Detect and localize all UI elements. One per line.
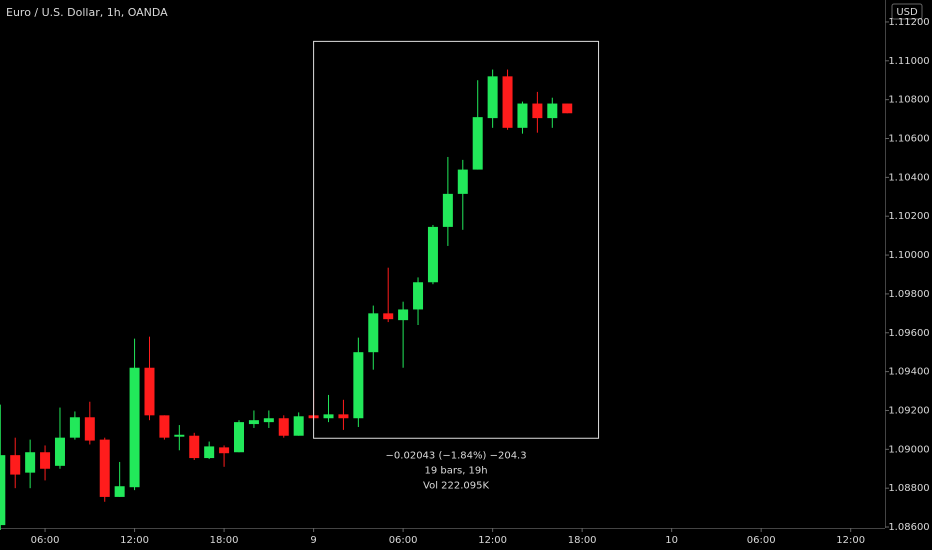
- candle-body: [25, 452, 36, 473]
- currency-badge[interactable]: [891, 3, 923, 20]
- candle-body: [502, 76, 513, 128]
- x-tick-label: 9: [310, 535, 316, 546]
- candle-body: [69, 417, 80, 438]
- candle-body: [368, 313, 379, 353]
- candle-body: [144, 367, 155, 416]
- y-tick-label: 1.10800: [888, 95, 929, 106]
- candle-body: [413, 282, 424, 310]
- x-tick-label: 06:00: [747, 535, 776, 546]
- y-tick-label: 1.10600: [888, 134, 929, 145]
- x-tick-label: 10: [665, 535, 678, 546]
- candle-body: [248, 420, 259, 425]
- candle-body: [159, 415, 170, 438]
- x-tick-label: 06:00: [31, 535, 60, 546]
- x-tick-label: 06:00: [389, 535, 418, 546]
- y-tick-label: 1.09200: [888, 405, 929, 416]
- candle-body: [532, 103, 543, 119]
- candle-body: [219, 447, 230, 454]
- y-tick-label: 1.08800: [888, 483, 929, 494]
- x-tick-label: 18:00: [210, 535, 239, 546]
- candle-body: [398, 309, 409, 321]
- y-tick-label: 1.10000: [888, 250, 929, 261]
- measure-label: −0.02043 (−1.84%) −204.3: [386, 450, 527, 461]
- chart-title: Euro / U.S. Dollar, 1h, OANDA: [6, 6, 168, 19]
- candle-body: [129, 367, 140, 488]
- candle-body: [442, 193, 453, 227]
- candle-body: [383, 313, 394, 320]
- candle-body: [427, 226, 438, 283]
- candle-body: [293, 416, 304, 436]
- measure-label: 19 bars, 19h: [425, 465, 488, 476]
- y-tick-label: 1.09800: [888, 289, 929, 300]
- candle-body: [562, 103, 573, 114]
- candle-body: [338, 414, 349, 419]
- candle-body: [353, 352, 364, 419]
- candle-body: [40, 452, 51, 469]
- y-tick-label: 1.11000: [888, 56, 929, 67]
- x-tick-label: 12:00: [478, 535, 507, 546]
- y-tick-label: 1.09000: [888, 444, 929, 455]
- candle-body: [487, 76, 498, 119]
- candle-body: [234, 422, 245, 453]
- candle-body: [99, 439, 110, 497]
- measure-box: [313, 40, 600, 439]
- candle-body: [517, 103, 528, 128]
- candle-body: [323, 414, 334, 419]
- candle-body: [10, 455, 21, 475]
- y-tick-label: 1.10400: [888, 172, 929, 183]
- y-tick-label: 1.09400: [888, 367, 929, 378]
- y-tick-label: 1.11200: [888, 17, 929, 28]
- y-tick-label: 1.09600: [888, 328, 929, 339]
- candle-body: [472, 117, 483, 170]
- candle-body: [457, 169, 468, 194]
- y-tick-label: 1.10200: [888, 211, 929, 222]
- candle-body: [0, 455, 6, 526]
- candle-body: [114, 486, 125, 497]
- measure-label: Vol 222.095K: [423, 480, 489, 491]
- candle-body: [204, 446, 215, 459]
- x-tick-label: 18:00: [568, 535, 597, 546]
- x-tick-label: 12:00: [120, 535, 149, 546]
- candle-body: [263, 418, 274, 423]
- candle-body: [54, 437, 65, 466]
- candle-body: [189, 435, 200, 459]
- candle-body: [278, 418, 289, 436]
- currency-label: USD: [896, 7, 918, 18]
- candle-body: [174, 434, 185, 437]
- y-tick-label: 1.08600: [888, 522, 929, 533]
- x-tick-label: 12:00: [836, 535, 865, 546]
- candle-body: [547, 103, 558, 119]
- candle-body: [84, 417, 95, 441]
